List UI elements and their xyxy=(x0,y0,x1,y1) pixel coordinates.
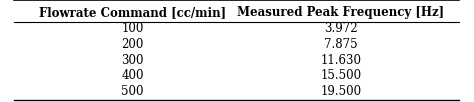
Text: 3.972: 3.972 xyxy=(324,22,357,35)
Text: 400: 400 xyxy=(121,69,144,83)
Text: 15.500: 15.500 xyxy=(320,69,361,83)
Text: 500: 500 xyxy=(121,85,144,98)
Text: Flowrate Command [cc/min]: Flowrate Command [cc/min] xyxy=(39,6,226,19)
Text: Measured Peak Frequency [Hz]: Measured Peak Frequency [Hz] xyxy=(237,6,444,19)
Text: 7.875: 7.875 xyxy=(324,38,357,51)
Text: 100: 100 xyxy=(121,22,144,35)
Text: 11.630: 11.630 xyxy=(320,54,361,67)
Text: 200: 200 xyxy=(121,38,144,51)
Text: 300: 300 xyxy=(121,54,144,67)
Text: 19.500: 19.500 xyxy=(320,85,361,98)
